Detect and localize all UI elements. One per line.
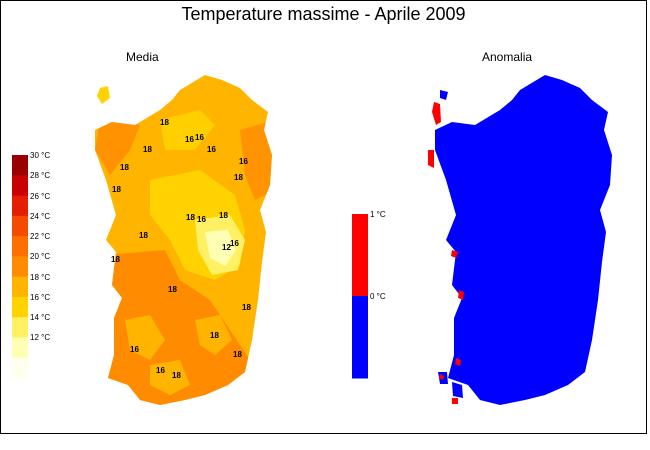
legend-label: 22 °C <box>30 232 51 242</box>
contour-label: 18 <box>233 350 242 359</box>
figure-title: Temperature massime - Aprile 2009 <box>181 4 466 24</box>
contour-label: 18 <box>120 163 129 172</box>
legend-swatch <box>12 357 28 379</box>
legend-swatch <box>12 256 28 278</box>
anomaly-legend <box>352 214 368 379</box>
contour-label: 16 <box>207 145 216 154</box>
contour-label: 18 <box>242 303 251 312</box>
contour-label: 16 <box>197 215 206 224</box>
contour-label: 18 <box>172 371 181 380</box>
contour-label: 12 <box>222 243 231 252</box>
anomalia-map <box>428 75 612 405</box>
legend-label: 0 °C <box>370 292 386 301</box>
legend-swatch <box>12 175 28 197</box>
contour-label: 18 <box>234 173 243 182</box>
contour-label: 16 <box>195 133 204 142</box>
contour-label: 18 <box>143 145 152 154</box>
legend-swatch <box>12 215 28 237</box>
contour-label: 18 <box>186 213 195 222</box>
legend-label: 1 °C <box>370 210 386 219</box>
contour-label: 18 <box>111 255 120 264</box>
legend-label: 26 °C <box>30 191 51 201</box>
legend-label: 14 °C <box>30 313 51 323</box>
media-legend <box>12 155 28 379</box>
contour-label: 18 <box>112 185 121 194</box>
media-panel-title: Media <box>126 50 159 64</box>
contour-label: 16 <box>239 157 248 166</box>
anomalia-panel-title: Anomalia <box>482 50 533 64</box>
legend-swatch <box>12 236 28 257</box>
contour-label: 18 <box>168 285 177 294</box>
legend-swatch <box>12 317 28 338</box>
legend-swatch <box>12 337 28 359</box>
contour-label: 16 <box>230 239 239 248</box>
contour-label: 18 <box>219 211 228 220</box>
legend-swatch <box>12 195 28 217</box>
legend-label: 16 °C <box>30 292 51 302</box>
legend-label: 30 °C <box>30 151 51 160</box>
contour-label: 16 <box>185 135 194 144</box>
legend-label: 28 °C <box>30 171 51 181</box>
legend-label: 12 °C <box>30 333 51 343</box>
figure-frame <box>0 0 647 434</box>
legend-swatch <box>352 296 368 379</box>
legend-swatch <box>352 214 368 297</box>
media-map: 18 16 16 18 16 16 18 18 18 18 16 18 18 1… <box>95 75 272 405</box>
legend-swatch <box>12 276 28 298</box>
legend-label: 18 °C <box>30 272 51 282</box>
contour-label: 16 <box>130 345 139 354</box>
contour-label: 18 <box>210 331 219 340</box>
contour-label: 16 <box>156 366 165 375</box>
contour-label: 18 <box>160 118 169 127</box>
legend-swatch <box>12 296 28 318</box>
contour-label: 18 <box>139 231 148 240</box>
legend-label: 24 °C <box>30 211 51 221</box>
legend-label: 20 °C <box>30 252 51 262</box>
legend-swatch <box>12 155 28 176</box>
